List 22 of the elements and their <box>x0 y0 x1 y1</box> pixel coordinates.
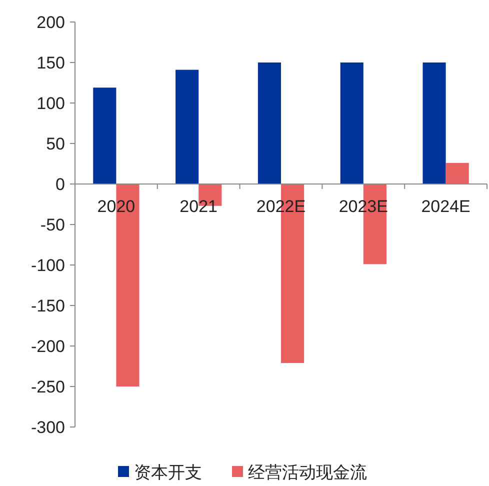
legend-label: 资本开支 <box>134 463 202 482</box>
bar <box>93 88 116 184</box>
y-tick-label: 200 <box>36 13 65 32</box>
x-tick-label: 2024E <box>421 197 470 216</box>
x-tick-label: 2021 <box>180 197 218 216</box>
y-tick-label: 150 <box>36 54 65 72</box>
y-tick-label: -250 <box>30 378 65 396</box>
x-tick-label: 2020 <box>97 197 136 216</box>
y-tick-label: 100 <box>36 94 65 113</box>
bar <box>446 162 469 184</box>
y-tick-label: -100 <box>30 256 65 275</box>
bar <box>340 62 364 184</box>
y-tick-label: -200 <box>30 337 65 356</box>
y-tick-label: 0 <box>56 175 65 194</box>
bar <box>258 62 281 184</box>
bar <box>176 70 199 184</box>
y-tick-label: -150 <box>30 296 65 316</box>
y-tick-label: -300 <box>30 418 65 437</box>
y-tick-label: 50 <box>46 134 65 154</box>
y-tick-label: -50 <box>40 216 65 234</box>
bar <box>422 62 446 184</box>
legend-label: 经营活动现金流 <box>248 463 367 482</box>
